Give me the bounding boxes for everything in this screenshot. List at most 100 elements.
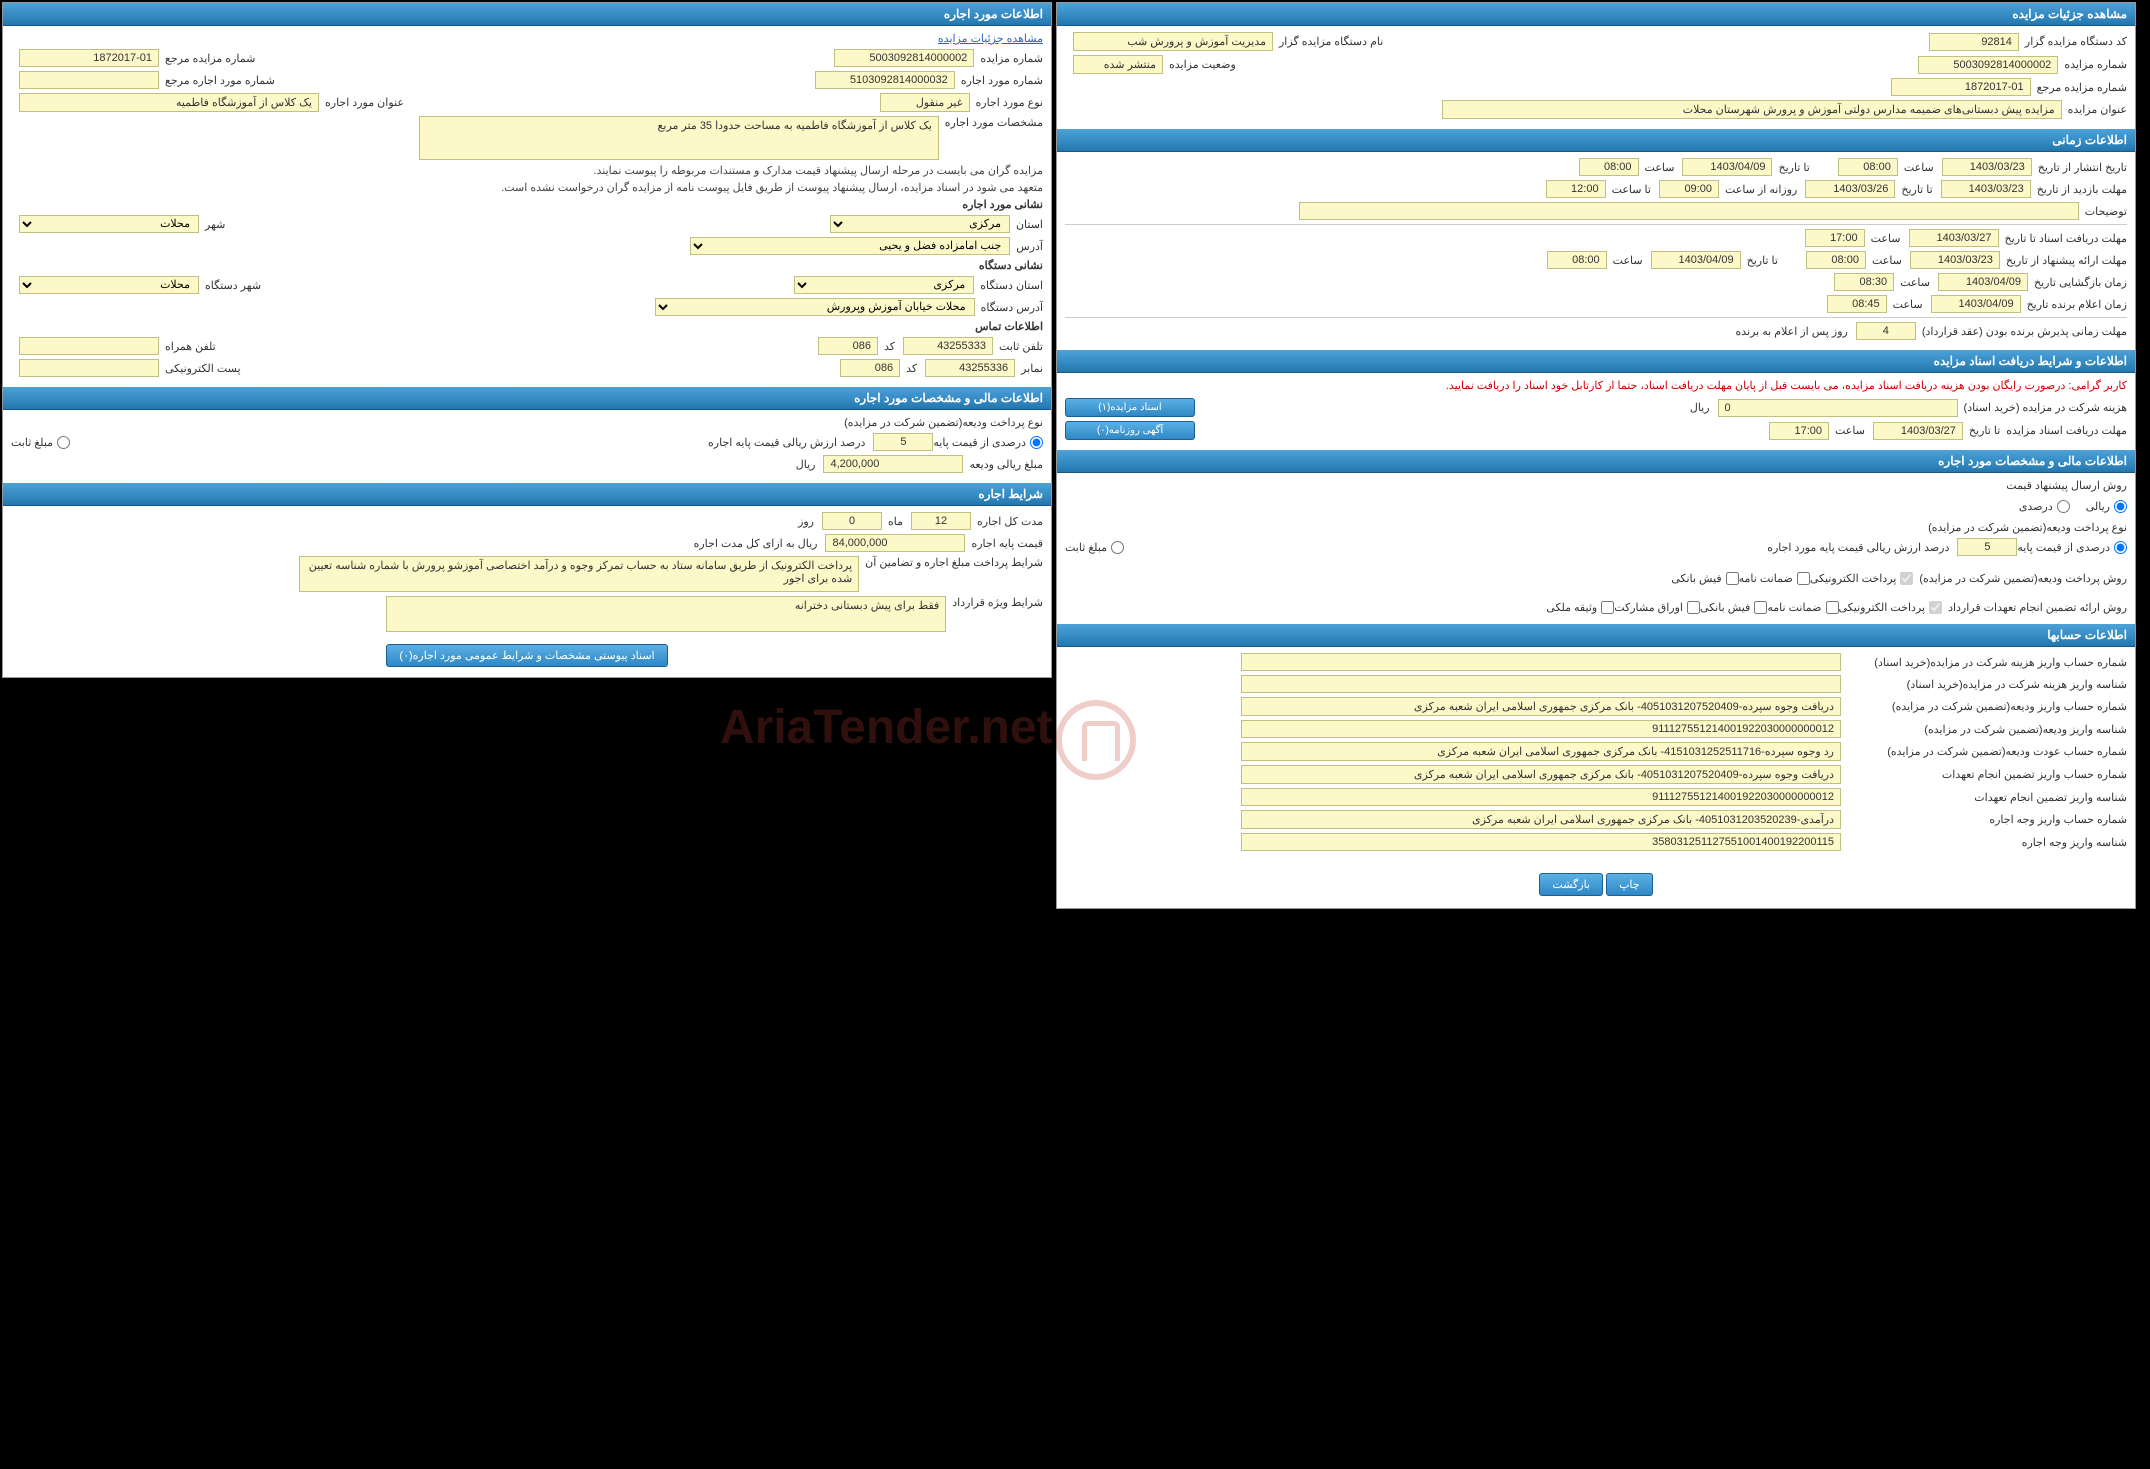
doc-terms-body: کاربر گرامی: درصورت رایگان بودن هزینه در… xyxy=(1057,373,2135,450)
doc-deadline-label: مهلت دریافت اسناد تا تاریخ xyxy=(2005,232,2127,245)
opt-riali[interactable]: ریالی xyxy=(2086,500,2127,513)
chk-bank2-box[interactable] xyxy=(1754,601,1767,614)
address-select[interactable]: جنب امامزاده فضل و یحیی xyxy=(690,237,1010,255)
newspaper-ad-button[interactable]: آگهی روزنامه(۰) xyxy=(1065,421,1195,440)
chk-bank[interactable]: فیش بانکی xyxy=(1671,572,1738,585)
dur-extra: 0 xyxy=(822,512,882,530)
lease-title-label: عنوان مورد اجاره xyxy=(325,96,404,109)
chk-guarantee-box[interactable] xyxy=(1797,572,1810,585)
phone: 43255333 xyxy=(903,337,993,355)
lease-type-label: نوع مورد اجاره xyxy=(976,96,1044,109)
announce-time: 08:45 xyxy=(1827,295,1887,313)
print-button[interactable]: چاپ xyxy=(1606,873,1653,896)
base-price-label: قیمت پایه اجاره xyxy=(971,537,1043,550)
dev-city-select[interactable]: محلات xyxy=(19,276,199,294)
doc-warning: کاربر گرامی: درصورت رایگان بودن هزینه در… xyxy=(1065,379,2127,392)
pay-terms: پرداخت الکترونیک از طریق سامانه ستاد به … xyxy=(299,556,859,592)
chk-property[interactable]: وثیقه ملکی xyxy=(1546,601,1614,614)
lease-no: 5103092814000032 xyxy=(815,71,955,89)
ref-no-label: شماره مزایده مرجع xyxy=(2037,81,2127,94)
auction-no-label: شماره مزایده xyxy=(2064,58,2127,71)
opt-percent[interactable]: درصدی xyxy=(2019,500,2070,513)
chk-epay2-box[interactable] xyxy=(1929,601,1942,614)
chk-epay2[interactable]: پرداخت الکترونیکی xyxy=(1839,601,1943,614)
dev-address-label: آدرس دستگاه xyxy=(981,301,1043,314)
dur-extra-unit: روز xyxy=(798,515,814,528)
base-pct-l: 5 xyxy=(873,433,933,451)
bid-label: مهلت ارائه پیشنهاد از تاریخ xyxy=(2006,254,2127,267)
city-label: شهر xyxy=(205,218,225,231)
view-auction-details-link[interactable]: مشاهده جزئیات مزایده xyxy=(938,32,1043,45)
auction-docs-button[interactable]: اسناد مزایده(۱) xyxy=(1065,398,1195,417)
acc3: دریافت وجوه سپرده-4051031207520409- بانک… xyxy=(1241,697,1841,716)
back-button[interactable]: بازگشت xyxy=(1539,873,1603,896)
announce-label: زمان اعلام برنده تاریخ xyxy=(2027,298,2127,311)
phone-code: 086 xyxy=(818,337,878,355)
chk-bank-box[interactable] xyxy=(1726,572,1739,585)
city-select[interactable]: محلات xyxy=(19,215,199,233)
publish-from: 1403/03/23 xyxy=(1942,158,2032,176)
mobile-label: تلفن همراه xyxy=(165,340,216,353)
chk-bank2[interactable]: فیش بانکی xyxy=(1700,601,1767,614)
lease-spec: یک کلاس از آموزشگاه فاطمیه به مساحت حدود… xyxy=(419,116,939,160)
opt-fixed-l[interactable]: مبلغ ثابت xyxy=(11,436,70,449)
fax-code: 086 xyxy=(840,359,900,377)
opt-base-percent[interactable]: درصدی از قیمت پایه xyxy=(2017,541,2127,554)
doc-deadline-time: 17:00 xyxy=(1805,229,1865,247)
chk-guarantee[interactable]: ضمانت نامه xyxy=(1739,572,1810,585)
fee: 0 xyxy=(1718,399,1958,417)
province-select[interactable]: مرکزی xyxy=(830,215,1010,233)
publish-to: 1403/04/09 xyxy=(1682,158,1772,176)
deposit-type-label-l: نوع پرداخت ودیعه(تضمین شرکت در مزایده) xyxy=(844,416,1043,429)
acc7: 911127551214001922030000000012 xyxy=(1241,788,1841,806)
lease-info-header: اطلاعات مورد اجاره xyxy=(3,3,1051,26)
opt-fixed-radio[interactable] xyxy=(1111,541,1124,554)
auction-details-panel: مشاهده جزئیات مزایده کد دستگاه مزایده گز… xyxy=(1056,2,2136,909)
note1: مزایده گران می بایست در مرحله ارسال پیشن… xyxy=(11,164,1043,177)
chk-guarantee2[interactable]: ضمانت نامه xyxy=(1767,601,1838,614)
opt-percent-radio[interactable] xyxy=(2057,500,2070,513)
dev-address-select[interactable]: محلات خیابان آموزش وپرورش xyxy=(655,298,975,316)
acc9-label: شناسه واریز وجه اجاره xyxy=(1847,836,2127,849)
notes-field xyxy=(1299,202,2079,220)
base-price: 84,000,000 xyxy=(825,534,965,552)
open-label: زمان بازگشایی تاریخ xyxy=(2034,276,2127,289)
attachments-button[interactable]: اسناد پیوستی مشخصات و شرایط عمومی مورد ا… xyxy=(386,644,667,667)
opt-riali-radio[interactable] xyxy=(2114,500,2127,513)
province-label: استان xyxy=(1016,218,1043,231)
accounts-body: شماره حساب واریز هزینه شرکت در مزایده(خر… xyxy=(1057,647,2135,861)
auction-no-label-l: شماره مزایده xyxy=(980,52,1043,65)
fee-unit: ریال xyxy=(1690,401,1710,414)
chk-property-box[interactable] xyxy=(1601,601,1614,614)
visit-to: 1403/03/26 xyxy=(1805,180,1895,198)
deadline2-time: 17:00 xyxy=(1769,422,1829,440)
chk-guarantee2-box[interactable] xyxy=(1826,601,1839,614)
chk-epay[interactable]: پرداخت الکترونیکی xyxy=(1810,572,1914,585)
chk-epay-box[interactable] xyxy=(1900,572,1913,585)
method-label: روش ارسال پیشنهاد قیمت xyxy=(2006,479,2127,492)
bid-to: 1403/04/09 xyxy=(1651,251,1741,269)
opt-fixed[interactable]: مبلغ ثابت xyxy=(1065,541,1124,554)
auction-details-body: کد دستگاه مزایده گزار 92814 نام دستگاه م… xyxy=(1057,26,2135,129)
auction-details-header: مشاهده جزئیات مزایده xyxy=(1057,3,2135,26)
chk-bonds-box[interactable] xyxy=(1687,601,1700,614)
acc3-label: شماره حساب واریز ودیعه(تضمین شرکت در مزا… xyxy=(1847,700,2127,713)
opt-base-percent-radio[interactable] xyxy=(2114,541,2127,554)
acc2-label: شناسه واریز هزینه شرکت در مزایده(خرید اس… xyxy=(1847,678,2127,691)
opt-base-radio-l[interactable] xyxy=(1030,436,1043,449)
dev-province-select[interactable]: مرکزی xyxy=(794,276,974,294)
chk-bonds[interactable]: اوراق مشارکت xyxy=(1614,601,1700,614)
lease-info-panel: اطلاعات مورد اجاره مشاهده جزئیات مزایده … xyxy=(2,2,1052,678)
deposit-type-label: نوع پرداخت ودیعه(تضمین شرکت در مزایده) xyxy=(1928,521,2127,534)
opt-base-l[interactable]: درصدی از قیمت پایه xyxy=(933,436,1043,449)
contract-terms: فقط برای پیش دبستانی دخترانه xyxy=(386,596,946,632)
email xyxy=(19,359,159,377)
acc8-label: شماره حساب واریز وجه اجاره xyxy=(1847,813,2127,826)
lease-spec-label: مشخصات مورد اجاره xyxy=(945,116,1043,129)
contract-terms-label: شرایط ویژه قرارداد xyxy=(952,596,1043,609)
deadline2: 1403/03/27 xyxy=(1873,422,1963,440)
visit-daily-from: 09:00 xyxy=(1659,180,1719,198)
dur-total-label: مدت کل اجاره xyxy=(977,515,1043,528)
email-label: پست الکترونیکی xyxy=(165,362,241,375)
opt-fixed-radio-l[interactable] xyxy=(57,436,70,449)
